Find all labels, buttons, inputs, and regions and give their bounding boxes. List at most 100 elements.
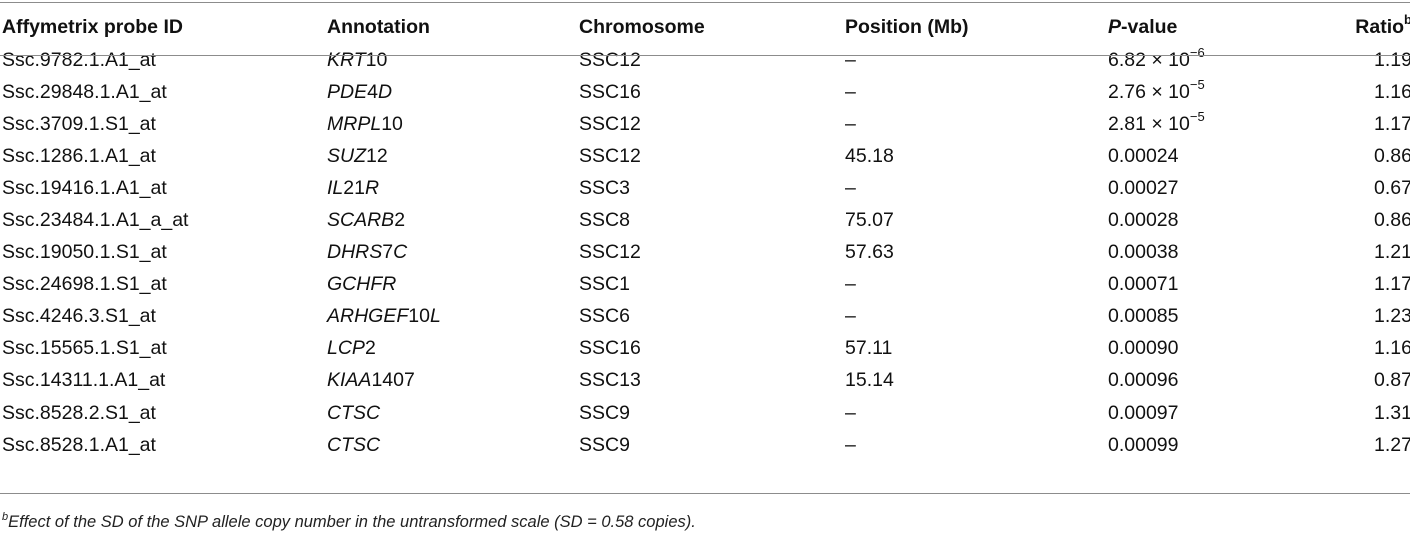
gene-number-part: 7 xyxy=(382,241,394,264)
table-bottom-rule xyxy=(0,493,1410,494)
chromosome-cell: SSC8 xyxy=(579,209,630,232)
annotation-cell: KIAA1407 xyxy=(327,365,579,397)
gene-symbol-part: LCP xyxy=(327,337,365,360)
ratio-cell: 0.67 xyxy=(1374,176,1410,199)
header-position: Position (Mb) xyxy=(845,15,969,38)
probe-id-cell: Ssc.9782.1.A1_at xyxy=(2,48,156,71)
header-p-rest: -value xyxy=(1121,15,1178,38)
p-value-cell: 0.00096 xyxy=(1108,365,1346,397)
table-row: Ssc.23484.1.A1_a_at SCARB2 SSC8 75.07 0.0002… xyxy=(0,204,1410,236)
p-value-exponent: −5 xyxy=(1189,109,1205,125)
chromosome-cell: SSC12 xyxy=(579,144,641,167)
table-row: Ssc.8528.2.S1_at CTSC SSC9 – 0.00097 1.31 xyxy=(0,397,1410,429)
probe-id-cell: Ssc.14311.1.A1_at xyxy=(2,369,166,392)
gene-number-part: 4 xyxy=(367,80,378,103)
p-value-text: 0.00024 xyxy=(1108,144,1179,167)
gene-symbol-part: GCHFR xyxy=(327,273,397,296)
gene-symbol-part: ARHGEF xyxy=(327,305,409,328)
gene-symbol-part: SUZ xyxy=(327,144,366,167)
probe-id-cell: Ssc.4246.3.S1_at xyxy=(2,305,156,328)
p-value-text: 0.00028 xyxy=(1108,209,1179,232)
table-footnote: bEffect of the SD of the SNP allele copy… xyxy=(2,510,696,532)
results-table: Affymetrix probe ID Annotation Chromosom… xyxy=(0,10,1410,461)
gene-symbol-part: KRT xyxy=(327,48,366,71)
chromosome-cell: SSC9 xyxy=(579,433,630,456)
p-value-cell: 0.00090 xyxy=(1108,333,1346,365)
footnote-marker: b xyxy=(2,510,9,523)
probe-id-cell: Ssc.24698.1.S1_at xyxy=(2,273,167,296)
table-row: Ssc.29848.1.A1_at PDE4D SSC16–2.76 × 10−5 1… xyxy=(0,76,1410,108)
gene-number-part: 12 xyxy=(366,144,388,167)
gene-symbol-part: MRPL xyxy=(327,112,382,135)
probe-id-cell: Ssc.19050.1.S1_at xyxy=(2,241,167,264)
gene-symbol-part: CTSC xyxy=(327,433,381,456)
chromosome-cell: SSC16 xyxy=(579,337,641,360)
p-value-cell: 0.00038 xyxy=(1108,237,1346,269)
table-row: Ssc.4246.3.S1_at ARHGEF10L SSC6–0.00085 1.2… xyxy=(0,301,1410,333)
position-cell: – xyxy=(845,176,856,199)
position-cell: – xyxy=(845,112,856,135)
gene-symbol-part: DHRS xyxy=(327,241,383,264)
ratio-cell: 0.86 xyxy=(1374,209,1410,232)
footnote-text: Effect of the SD of the SNP allele copy … xyxy=(8,513,696,531)
probe-id-cell: Ssc.23484.1.A1_a_at xyxy=(2,209,189,232)
ratio-cell: 1.16 xyxy=(1374,80,1410,103)
probe-id-cell: Ssc.15565.1.S1_at xyxy=(2,337,167,360)
probe-id-cell: Ssc.29848.1.A1_at xyxy=(2,80,167,103)
position-cell: – xyxy=(845,433,856,456)
position-cell: – xyxy=(845,80,856,103)
chromosome-cell: SSC9 xyxy=(579,401,630,424)
table-row: Ssc.19050.1.S1_at DHRS7C SSC12 57.63 0.00038… xyxy=(0,237,1410,269)
header-rule xyxy=(0,55,1410,56)
gene-number-part: 21 xyxy=(343,176,365,199)
probe-id-cell: Ssc.1286.1.A1_at xyxy=(2,144,156,167)
gene-number-part: 10 xyxy=(408,305,430,328)
p-value-cell: 0.00027 xyxy=(1108,172,1346,204)
p-value-cell: 6.82 × 10−6 xyxy=(1108,44,1346,76)
header-p-value: P-value xyxy=(1108,10,1346,44)
p-value-text: 6.82 × 10 xyxy=(1108,48,1190,71)
p-value-text: 0.00038 xyxy=(1108,241,1179,264)
gene-number-part: 10 xyxy=(365,48,388,71)
chromosome-cell: SSC3 xyxy=(579,176,630,199)
ratio-cell: 1.19 xyxy=(1374,48,1410,71)
table-row: Ssc.14311.1.A1_at KIAA1407 SSC13 15.14 0.000… xyxy=(0,365,1410,397)
chromosome-cell: SSC1 xyxy=(579,273,630,296)
position-cell: – xyxy=(845,305,856,328)
chromosome-cell: SSC6 xyxy=(579,305,630,328)
table-row: Ssc.24698.1.S1_at GCHFR SSC1 – 0.00071 1.17 xyxy=(0,269,1410,301)
table-body: Ssc.9782.1.A1_at KRT10 SSC12–6.82 × 10−6 1.… xyxy=(0,44,1410,461)
annotation-cell: DHRS7C xyxy=(327,237,579,269)
p-value-cell: 0.00028 xyxy=(1108,204,1346,236)
chromosome-cell: SSC13 xyxy=(579,369,641,392)
annotation-cell: SCARB2 xyxy=(327,204,579,236)
p-value-text: 0.00099 xyxy=(1108,433,1179,456)
header-row: Affymetrix probe ID Annotation Chromosom… xyxy=(0,10,1410,44)
probe-id-cell: Ssc.8528.1.A1_at xyxy=(2,433,156,456)
p-value-cell: 0.00097 xyxy=(1108,397,1346,429)
table-row: Ssc.15565.1.S1_at LCP2 SSC16 57.11 0.00090 1.… xyxy=(0,333,1410,365)
p-value-cell: 0.00085 xyxy=(1108,301,1346,333)
gene-symbol-part: PDE xyxy=(327,80,368,103)
annotation-cell: ARHGEF10L xyxy=(327,301,579,333)
table-row: Ssc.1286.1.A1_at SUZ12 SSC12 45.18 0.00024 0.… xyxy=(0,140,1410,172)
table-row: Ssc.9782.1.A1_at KRT10 SSC12–6.82 × 10−6 1.… xyxy=(0,44,1410,76)
p-value-text: 0.00097 xyxy=(1108,401,1179,424)
p-value-text: 0.00085 xyxy=(1108,305,1179,328)
ratio-cell: 0.86 xyxy=(1374,144,1410,167)
annotation-cell: CTSC xyxy=(327,397,579,429)
annotation-cell: LCP2 xyxy=(327,333,579,365)
position-cell: 57.11 xyxy=(845,337,893,360)
position-cell: 45.18 xyxy=(845,144,894,167)
position-cell: – xyxy=(845,48,856,71)
header-annotation: Annotation xyxy=(327,15,430,38)
gene-symbol-part: SCARB xyxy=(327,209,395,232)
ratio-cell: 1.23 xyxy=(1374,305,1410,328)
chromosome-cell: SSC12 xyxy=(579,112,641,135)
annotation-cell: CTSC xyxy=(327,429,579,461)
gene-number-part: 10 xyxy=(381,112,403,135)
header-ratio-label: Ratio xyxy=(1355,15,1405,38)
header-ratio: Ratiob xyxy=(1346,10,1410,44)
p-value-text: 0.00096 xyxy=(1108,369,1179,392)
gene-suffix-part: L xyxy=(429,305,441,328)
